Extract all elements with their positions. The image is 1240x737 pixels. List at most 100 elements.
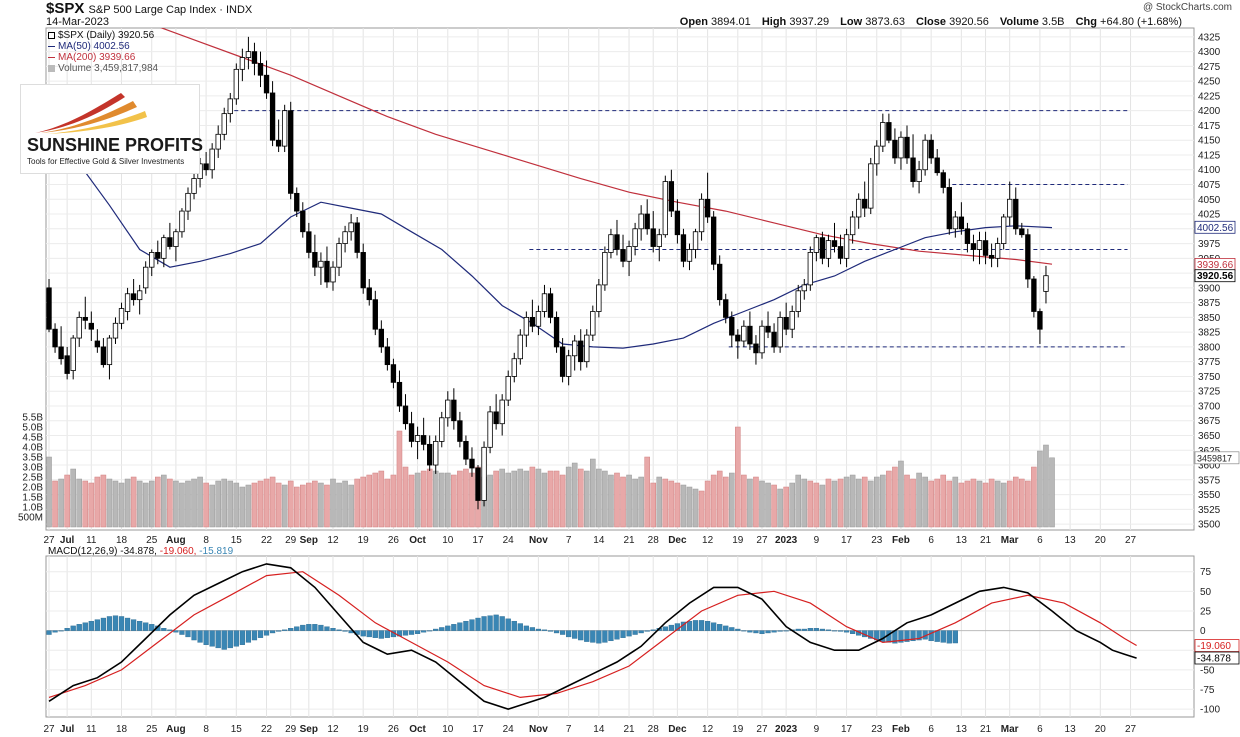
close-label: Close xyxy=(916,16,947,28)
candle-body xyxy=(602,252,608,286)
macd-histogram-bar xyxy=(729,627,735,631)
volume-bar xyxy=(469,472,475,528)
x-tick-label: 26 xyxy=(388,535,400,546)
volume-tick-label: 4.5B xyxy=(22,433,43,444)
volume-bar xyxy=(1031,466,1037,528)
macd-histogram-bar xyxy=(735,628,741,631)
candle-body xyxy=(481,446,487,501)
volume-bar xyxy=(191,478,197,528)
chart-date: 14-Mar-2023 xyxy=(46,16,109,28)
volume-bar xyxy=(577,468,584,528)
macd-y-tick-label: 25 xyxy=(1200,606,1212,617)
volume-bar xyxy=(390,474,397,528)
x-tick-label: 28 xyxy=(648,724,660,735)
x-tick-label: 13 xyxy=(956,535,968,546)
macd-histogram-bar xyxy=(239,630,245,645)
candle-body xyxy=(704,198,711,218)
macd-histogram-bar xyxy=(686,620,693,631)
legend-price: $SPX (Daily) 3920.56 xyxy=(48,30,158,41)
y-tick-label: 4250 xyxy=(1198,77,1221,88)
x-tick-label: 8 xyxy=(203,535,209,546)
chart-title: $SPX S&P 500 Large Cap Index · INDX xyxy=(46,0,252,17)
volume-bar xyxy=(293,486,300,528)
volume-bar xyxy=(765,482,771,528)
candle-body xyxy=(312,252,318,268)
volume-bar xyxy=(783,486,789,528)
volume-bar xyxy=(976,480,983,528)
macd-histogram-bar xyxy=(717,624,723,631)
candle-body xyxy=(173,231,179,247)
volume-bar xyxy=(650,482,657,528)
volume-bar xyxy=(571,462,578,528)
candle-body xyxy=(348,222,354,233)
volume-bar xyxy=(396,430,403,528)
volume-bar xyxy=(946,480,953,528)
macd-histogram-bar xyxy=(590,630,596,643)
candle-body xyxy=(149,252,155,268)
macd-histogram-bar xyxy=(946,630,952,644)
candle-body xyxy=(523,316,530,336)
macd-histogram-bar xyxy=(233,630,239,647)
legend-volume: Volume 3,459,817,984 xyxy=(48,63,158,74)
volume-bar xyxy=(426,468,433,528)
volume-bar xyxy=(547,470,554,528)
volume-bar xyxy=(173,480,179,528)
volume-bar xyxy=(342,480,348,528)
x-tick-label: 7 xyxy=(566,724,572,735)
volume-bar xyxy=(408,474,415,528)
volume-bar xyxy=(541,472,548,528)
volume-bar xyxy=(287,480,294,528)
candle-body xyxy=(650,228,656,247)
legend-price-text: $SPX (Daily) 3920.56 xyxy=(58,30,155,41)
y-tick-label: 3900 xyxy=(1198,283,1221,294)
volume-bar xyxy=(70,468,76,528)
macd-histogram-bar xyxy=(300,624,306,631)
macd-histogram-bar xyxy=(825,629,832,631)
candle-body xyxy=(559,346,566,377)
x-tick-label: 12 xyxy=(702,724,714,735)
volume-bar xyxy=(692,488,699,528)
candle-body xyxy=(916,169,922,182)
close-value-label: 3920.56 xyxy=(1197,271,1234,282)
x-tick-label: Dec xyxy=(668,535,687,546)
macd-histogram-bar xyxy=(433,628,439,631)
volume-bar xyxy=(239,486,246,528)
candle-body xyxy=(300,210,306,233)
close-value: 3920.56 xyxy=(949,16,989,28)
candle-body xyxy=(680,234,687,262)
volume-bar xyxy=(167,478,173,528)
volume-tick-label: 2.5B xyxy=(22,473,43,484)
volume-bar xyxy=(801,478,808,528)
macd-histogram-bar xyxy=(94,619,100,631)
volume-bar xyxy=(384,478,391,528)
legend-ma50-text: MA(50) 4002.56 xyxy=(58,41,130,52)
volume-bar xyxy=(64,474,70,528)
volume-bar xyxy=(674,482,681,528)
volume-bar xyxy=(1019,478,1025,528)
volume-tick-label: 1.5B xyxy=(22,493,43,504)
volume-bar xyxy=(275,482,282,528)
macd-histogram-bar xyxy=(934,630,940,642)
volume-bar xyxy=(263,478,270,528)
macd-histogram-bar xyxy=(58,630,64,632)
volume-bar xyxy=(1025,480,1031,528)
y-tick-label: 3575 xyxy=(1198,475,1221,486)
x-tick-label: 15 xyxy=(231,535,243,546)
legend-ma50: MA(50) 4002.56 xyxy=(48,41,158,52)
macd-histogram-bar xyxy=(312,624,318,631)
candle-body xyxy=(735,334,741,342)
macd-histogram-bar xyxy=(439,627,445,631)
macd-histogram-bar xyxy=(306,624,312,631)
stockcharts-credit: @ StockCharts.com xyxy=(1142,2,1232,13)
volume-bar xyxy=(130,476,137,528)
macd-histogram-bar xyxy=(378,630,384,639)
volume-bar xyxy=(662,478,669,528)
candle-body xyxy=(318,260,324,268)
candle-body xyxy=(541,293,548,312)
candle-body xyxy=(910,157,916,182)
macd-histogram-bar xyxy=(868,630,874,639)
macd-histogram-bar xyxy=(559,630,566,635)
y-tick-label: 3500 xyxy=(1198,520,1221,531)
macd-histogram-bar xyxy=(698,620,705,631)
x-tick-label: 27 xyxy=(756,724,768,735)
